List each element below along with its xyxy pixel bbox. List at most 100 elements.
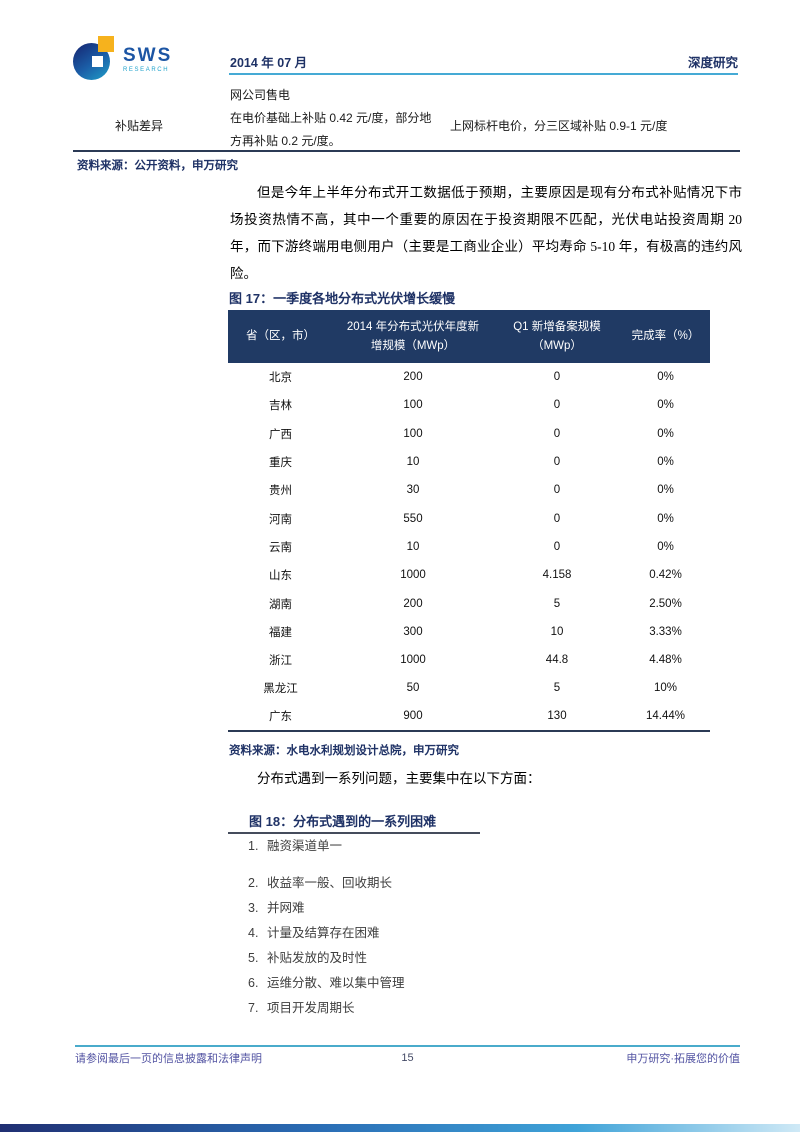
table-cell: 浙江	[269, 655, 292, 668]
table-bottom-rule	[73, 150, 740, 152]
table-cell: 100	[403, 399, 423, 412]
table-cell: 4.158	[542, 569, 572, 582]
column-header: 完成率（%）	[631, 330, 700, 342]
table-cell: 0	[553, 512, 561, 525]
table-cell: 10	[550, 625, 564, 638]
figure17-data-table: 省（区，市） 2014 年分布式光伏年度新增规模（MWp） Q1 新增备案规模（…	[228, 310, 710, 732]
list-item-text: 补贴发放的及时性	[267, 951, 368, 965]
source-note: 资料来源：公开资料，申万研究	[77, 160, 238, 172]
list-item-number: 6.	[248, 976, 259, 990]
table-body: 北京 200 0 0% 吉林 100 0 0% 广西 100 0 0% 重庆 1…	[228, 363, 710, 731]
table-cell: 0	[553, 540, 561, 553]
figure17-title: 图 17：一季度各地分布式光伏增长缓慢	[229, 291, 456, 306]
logo-yellow-square-icon	[98, 36, 114, 52]
bottom-accent-bar	[0, 1124, 800, 1132]
list-item-text: 项目开发周期长	[267, 1001, 355, 1015]
table-cell: 3.33%	[649, 625, 682, 638]
table-cell: 44.8	[545, 654, 569, 667]
table-cell: 广东	[269, 711, 292, 724]
continuation-row-label: 补贴差异	[115, 119, 164, 133]
logo-white-square-icon	[92, 56, 103, 67]
report-type: 深度研究	[687, 56, 738, 70]
list-item-text: 融资渠道单一	[267, 839, 343, 853]
column-header: Q1 新增备案规模（MWp）	[513, 320, 601, 352]
body-paragraph: 分布式遇到一系列问题，主要集中在以下方面：	[257, 771, 541, 786]
list-item: 6. 运维分散、难以集中管理	[248, 975, 668, 991]
table-cell: 福建	[269, 626, 292, 639]
source-note: 资料来源：水电水利规划设计总院，申万研究	[229, 745, 459, 757]
table-cell: 0%	[657, 456, 674, 469]
cell-line: 在电价基础上补贴 0.42 元/度，部分地	[230, 111, 432, 125]
table-cell: 550	[403, 512, 423, 525]
table-cell: 0.42%	[649, 569, 682, 582]
logo-text: SWS RESEARCH	[123, 46, 172, 73]
cell-line: 方再补贴 0.2 元/度。	[230, 134, 341, 148]
list-item: 5. 补贴发放的及时性	[248, 950, 668, 966]
list-item: 7. 项目开发周期长	[248, 1000, 668, 1016]
table-cell: 5	[553, 597, 561, 610]
table-cell: 北京	[269, 372, 292, 385]
list-item-text: 并网难	[267, 901, 305, 915]
list-item: 3. 并网难	[248, 900, 668, 916]
table-row: 贵州 30 0 0%	[228, 476, 710, 504]
list-item-number: 2.	[248, 876, 259, 890]
list-item-text: 收益率一般、回收期长	[267, 876, 393, 890]
column-header: 2014 年分布式光伏年度新增规模（MWp）	[346, 320, 480, 352]
cell-line: 网公司售电	[230, 88, 291, 102]
table-cell: 300	[403, 625, 423, 638]
footer-disclaimer: 请参阅最后一页的信息披露和法律声明	[75, 1053, 262, 1065]
sws-logo: SWS RESEARCH	[73, 36, 172, 82]
table-cell: 0	[553, 371, 561, 384]
table-cell: 5	[553, 682, 561, 695]
table-cell: 900	[403, 710, 423, 723]
table-cell: 1000	[400, 654, 426, 667]
table-header-row: 省（区，市） 2014 年分布式光伏年度新增规模（MWp） Q1 新增备案规模（…	[228, 310, 710, 363]
list-item-number: 1.	[248, 839, 259, 853]
table-row: 广东 900 130 14.44%	[228, 703, 710, 731]
table-cell: 0	[553, 427, 561, 440]
table-row: 重庆 10 0 0%	[228, 448, 710, 476]
table-cell: 黑龙江	[263, 683, 298, 696]
table-cell: 130	[547, 710, 567, 723]
table-cell: 重庆	[269, 457, 292, 470]
table-cell: 0%	[657, 399, 674, 412]
table-cell: 0	[553, 456, 561, 469]
table-cell: 河南	[269, 513, 292, 526]
logo-subtext: RESEARCH	[123, 66, 170, 73]
table-row: 云南 10 0 0%	[228, 533, 710, 561]
page-number: 15	[401, 1052, 414, 1064]
table-cell: 0%	[657, 427, 674, 440]
list-item-text: 计量及结算存在困难	[267, 926, 380, 940]
list-item-number: 5.	[248, 951, 259, 965]
list-item: 2. 收益率一般、回收期长	[248, 875, 668, 891]
table-row: 广西 100 0 0%	[228, 420, 710, 448]
table-cell: 0%	[657, 484, 674, 497]
table-cell: 山东	[269, 570, 292, 583]
table-cell: 2.50%	[649, 597, 682, 610]
table-row: 河南 550 0 0%	[228, 504, 710, 532]
table-cell: 贵州	[269, 485, 292, 498]
list-item: 4. 计量及结算存在困难	[248, 925, 668, 941]
table-cell: 50	[406, 682, 420, 695]
figure18-top-rule	[228, 832, 480, 834]
column-header: 省（区，市）	[246, 330, 315, 342]
table-cell: 10	[406, 456, 420, 469]
table-row: 山东 1000 4.158 0.42%	[228, 561, 710, 589]
table-row: 福建 300 10 3.33%	[228, 618, 710, 646]
list-item-text: 运维分散、难以集中管理	[267, 976, 405, 990]
table-cell: 广西	[269, 428, 292, 441]
footer-slogan: 申万研究·拓展您的价值	[626, 1053, 740, 1065]
table-cell: 4.48%	[649, 654, 682, 667]
table-cell: 100	[403, 427, 423, 440]
table-row: 北京 200 0 0%	[228, 363, 710, 391]
body-paragraph: 但是今年上半年分布式开工数据低于预期，主要原因是现有分布式补贴情况下市场投资热情…	[230, 185, 742, 281]
table-cell: 1000	[400, 569, 426, 582]
sws-logo-icon	[73, 36, 117, 82]
continuation-cell-station: 上网标杆电价，分三区域补贴 0.9-1 元/度	[450, 119, 668, 133]
table-cell: 0%	[657, 540, 674, 553]
table-cell: 30	[406, 484, 420, 497]
table-cell: 14.44%	[645, 710, 685, 723]
footer-divider	[75, 1045, 740, 1047]
list-item-number: 3.	[248, 901, 259, 915]
